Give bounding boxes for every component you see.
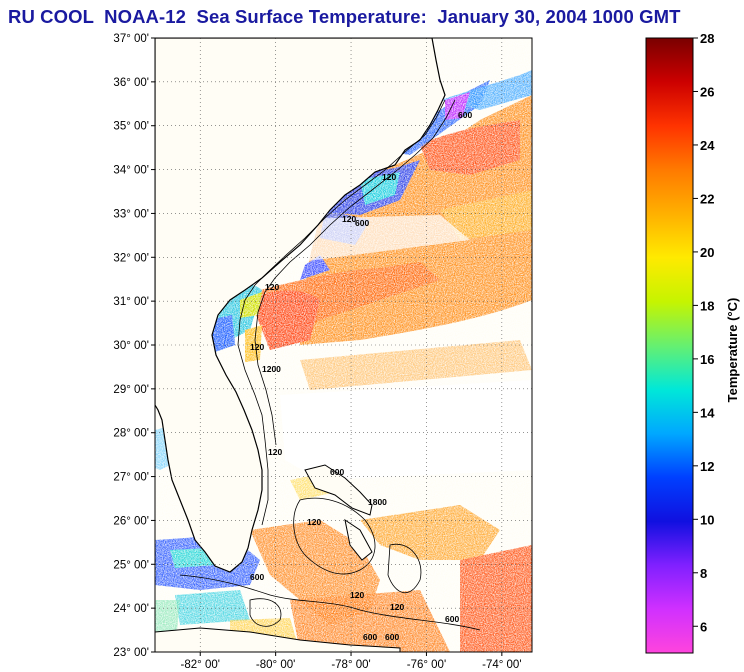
longitude-axis: -82° 00' -80° 00' -78° 00' -76° 00' -74° 00' (181, 652, 522, 671)
contour-label: 120 (382, 172, 396, 182)
lon-tick-label: -80° 00' (256, 659, 295, 671)
colorbar-tick-label: 6 (700, 619, 707, 634)
lat-tick-label: 24° 00' (113, 603, 149, 615)
latitude-axis: 37° 00' 36° 00' 35° 00' 34° 00' 33° 00' 32° 0… (113, 33, 155, 659)
colorbar-tick-label: 8 (700, 566, 707, 581)
contour-label: 120 (268, 447, 282, 457)
lat-tick-label: 35° 00' (113, 121, 149, 133)
lat-tick-label: 29° 00' (113, 384, 149, 396)
lat-tick-label: 23° 00' (113, 647, 149, 659)
lat-tick-label: 33° 00' (113, 208, 149, 220)
colorbar-tick-label: 16 (700, 352, 714, 367)
colorbar-tick-label: 26 (700, 84, 714, 99)
colorbar-tick-label: 22 (700, 191, 714, 206)
us-coastline (155, 38, 446, 573)
contour-label: 600 (363, 632, 377, 642)
lat-tick-label: 28° 00' (113, 428, 149, 440)
contour-label: 120 (250, 342, 264, 352)
lat-tick-label: 25° 00' (113, 559, 149, 571)
contour-label: 600 (355, 218, 369, 228)
lon-tick-label: -82° 00' (181, 659, 220, 671)
lat-tick-label: 31° 00' (113, 296, 149, 308)
lat-tick-label: 32° 00' (113, 252, 149, 264)
colorbar-tick-label: 10 (700, 512, 714, 527)
lat-tick-label: 30° 00' (113, 340, 149, 352)
graticule-grid (155, 38, 532, 652)
colorbar-tick-label: 12 (700, 459, 714, 474)
contour-label: 120 (350, 590, 364, 600)
colorbar: 28 26 24 22 20 18 16 14 12 10 8 6 Temperature (°C) (645, 31, 740, 654)
contour-label: 600 (385, 632, 399, 642)
lon-tick-label: -78° 00' (331, 659, 370, 671)
colorbar-label: Temperature (°C) (725, 298, 740, 403)
contour-label: 120 (390, 602, 404, 612)
contour-label: 120 (307, 517, 321, 527)
lat-tick-label: 34° 00' (113, 165, 149, 177)
cuba-coast (155, 627, 401, 652)
lon-tick-label: -76° 00' (407, 659, 446, 671)
lat-tick-label: 37° 00' (113, 33, 149, 45)
map-title: RU COOL NOAA-12 Sea Surface Temperature:… (8, 6, 681, 27)
bathymetry-contours (179, 99, 481, 631)
lat-tick-label: 27° 00' (113, 472, 149, 484)
contour-label: 120 (342, 214, 356, 224)
colorbar-tick-label: 18 (700, 298, 714, 313)
colorbar-tick-label: 24 (700, 138, 715, 153)
contour-label: 1200 (262, 364, 281, 374)
land-layer (155, 38, 446, 652)
colorbar-tick-label: 20 (700, 245, 714, 260)
colorbar-tick-label: 14 (700, 405, 715, 420)
contour-labels: 6001201206001201201200120600180012060012… (250, 110, 472, 642)
contour-label: 600 (330, 467, 344, 477)
lat-tick-label: 26° 00' (113, 515, 149, 527)
colorbar-gradient (645, 37, 694, 654)
colorbar-ticks: 28 26 24 22 20 18 16 14 12 10 8 6 (693, 31, 715, 634)
bahamas-islands (304, 464, 373, 516)
lat-tick-label: 36° 00' (113, 77, 149, 89)
lon-tick-label: -74° 00' (482, 659, 521, 671)
contour-label: 120 (265, 282, 279, 292)
colorbar-tick-label: 28 (700, 31, 714, 46)
contour-label: 600 (250, 572, 264, 582)
contour-label: 600 (445, 614, 459, 624)
contour-label: 1800 (368, 497, 387, 507)
contour-label: 600 (458, 110, 472, 120)
